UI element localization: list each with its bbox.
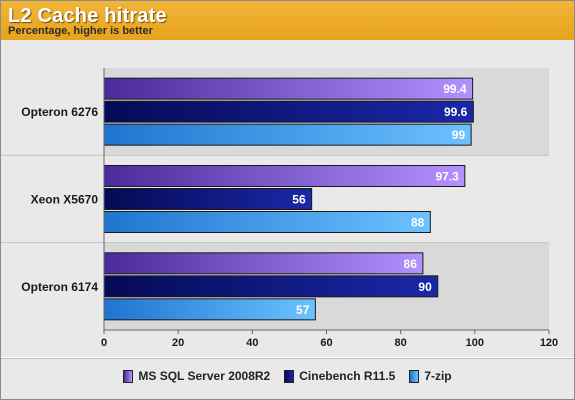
x-tick-label: 0 <box>101 337 107 349</box>
legend-swatch <box>284 369 295 383</box>
chart-subtitle: Percentage, higher is better <box>8 25 153 37</box>
legend-swatch <box>409 369 420 383</box>
chart-header: L2 Cache hitrate Percentage, higher is b… <box>1 1 574 40</box>
data-label: 56 <box>292 193 306 207</box>
data-label: 97.3 <box>435 170 459 184</box>
data-label: 88 <box>411 216 425 230</box>
legend-swatch <box>123 369 134 383</box>
bar-xeon-x5670-7-zip <box>103 211 431 233</box>
legend-item-7-zip: 7-zip <box>409 369 452 383</box>
data-label: 99 <box>452 128 466 142</box>
legend-label: MS SQL Server 2008R2 <box>138 369 271 383</box>
chart-title: L2 Cache hitrate <box>8 5 167 27</box>
bar-chart: 99.4 99.6 99 Opteron 6276 97.3 56 88 Xeon X5670… <box>1 68 558 349</box>
x-tick-label: 80 <box>395 337 407 349</box>
data-label: 90 <box>418 280 432 294</box>
category-label: Opteron 6174 <box>21 280 98 294</box>
bar-opteron-6276-cinebench-r11-5 <box>103 100 474 123</box>
bar-opteron-6174-7-zip <box>103 298 316 321</box>
x-tick-label: 40 <box>246 337 258 349</box>
data-label: 99.4 <box>443 82 467 96</box>
x-tick-label: 20 <box>172 337 184 349</box>
legend-row: MS SQL Server 2008R2 Cinebench R11.5 7-zip <box>1 369 574 383</box>
category-label: Opteron 6276 <box>21 105 98 119</box>
legend: MS SQL Server 2008R2 Cinebench R11.5 7-zip <box>1 358 574 399</box>
legend-label: 7-zip <box>424 369 452 383</box>
data-label: 86 <box>404 257 418 271</box>
legend-label: Cinebench R11.5 <box>299 369 396 383</box>
category-label: Xeon X5670 <box>31 193 99 207</box>
data-label: 57 <box>296 303 310 317</box>
bar-opteron-6276-7-zip <box>103 123 472 146</box>
bar-opteron-6276-ms-sql-server-2008r2 <box>103 77 474 100</box>
bar-opteron-6174-cinebench-r11-5 <box>103 275 439 298</box>
data-label: 99.6 <box>444 105 468 119</box>
legend-item-ms-sql-server-2008r2: MS SQL Server 2008R2 <box>123 369 270 383</box>
x-tick-label: 120 <box>540 337 558 349</box>
bar-opteron-6174-ms-sql-server-2008r2 <box>103 252 424 275</box>
bar-xeon-x5670-cinebench-r11-5 <box>103 188 313 210</box>
x-tick-label: 100 <box>466 337 484 349</box>
legend-item-cinebench-r11-5: Cinebench R11.5 <box>284 369 395 383</box>
x-tick-label: 60 <box>320 337 332 349</box>
bar-xeon-x5670-ms-sql-server-2008r2 <box>103 165 466 187</box>
